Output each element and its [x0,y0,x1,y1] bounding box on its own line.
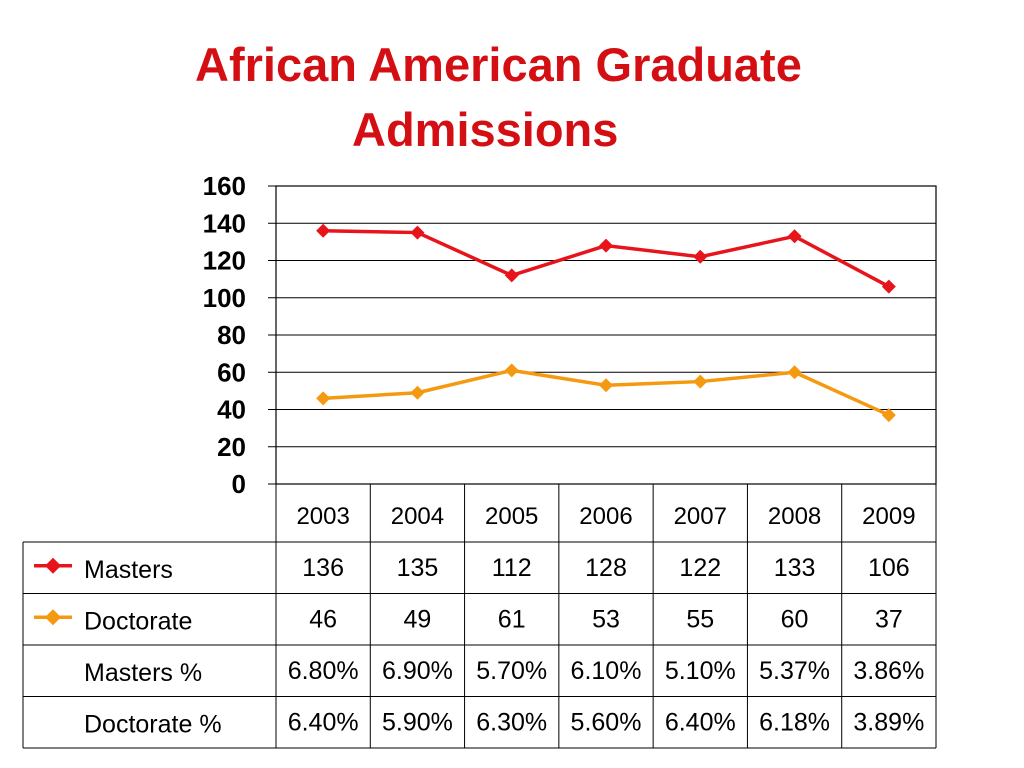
data-point [410,225,425,240]
chart-title-line-1: African American Graduate [195,38,802,91]
x-category-label: 2004 [391,503,444,530]
table-cell: 3.86% [853,657,924,685]
data-point [881,279,896,294]
table-row-label: Doctorate % [84,710,222,738]
data-point [316,391,331,406]
x-category-label: 2003 [296,503,349,530]
data-point [787,229,802,244]
table-row-label: Masters % [84,659,202,687]
plot-area [275,185,937,485]
table-cell: 106 [868,554,910,582]
table-cell: 112 [492,554,532,582]
legend-marker [45,557,61,574]
table-cell: 37 [875,605,903,633]
data-point [504,268,519,283]
data-point [599,378,613,393]
data-point [599,238,613,253]
table-cell: 5.70% [476,657,547,685]
table-cell: 133 [774,554,816,582]
table-row-label: Masters [84,556,173,584]
y-tick-label: 120 [203,246,246,276]
data-point [410,385,425,400]
table-cell: 5.37% [759,657,830,685]
x-category-label: 2007 [674,503,727,530]
table-cell: 60 [781,605,809,633]
table-cell: 5.60% [571,708,642,736]
x-category-label: 2008 [768,503,821,530]
table-cell: 136 [302,554,344,582]
table-cell: 6.90% [382,657,453,685]
table-cell: 6.30% [476,708,547,736]
y-tick-label: 20 [217,432,246,462]
y-tick-label: 0 [232,469,246,499]
table-cell: 6.18% [759,708,830,736]
y-tick-label: 100 [203,283,246,313]
x-category-label: 2009 [862,503,915,530]
x-category-label: 2005 [485,503,538,530]
y-tick-label: 80 [217,320,246,350]
data-point [881,408,896,423]
table-cell: 128 [585,554,627,582]
table-cell: 5.90% [382,708,453,736]
data-point [693,249,708,264]
y-tick-label: 160 [203,171,246,201]
legend-marker [45,609,61,626]
y-tick-label: 60 [217,357,246,387]
table-cell: 6.10% [571,657,642,685]
table-cell: 122 [679,554,721,582]
series-line [323,368,890,417]
table-cell: 135 [397,554,439,582]
table-cell: 55 [686,605,714,633]
table-cell: 6.80% [288,657,359,685]
y-tick-label: 140 [203,208,246,238]
table-cell: 6.40% [288,708,359,736]
table-cell: 46 [309,605,337,633]
chart-title-line-2: Admissions [352,103,619,156]
table-cell: 49 [404,605,432,633]
data-point [316,223,331,238]
table-cell: 5.10% [665,657,736,685]
table-row-label: Doctorate [84,607,192,635]
x-category-label: 2006 [579,503,632,530]
table-cell: 6.40% [665,708,736,736]
table-cell: 3.89% [853,708,924,736]
y-tick-label: 40 [217,395,246,425]
data-point [787,365,802,380]
table-cell: 53 [592,605,620,633]
data-point [693,374,708,389]
table-cell: 61 [498,605,526,633]
data-point [504,363,519,378]
